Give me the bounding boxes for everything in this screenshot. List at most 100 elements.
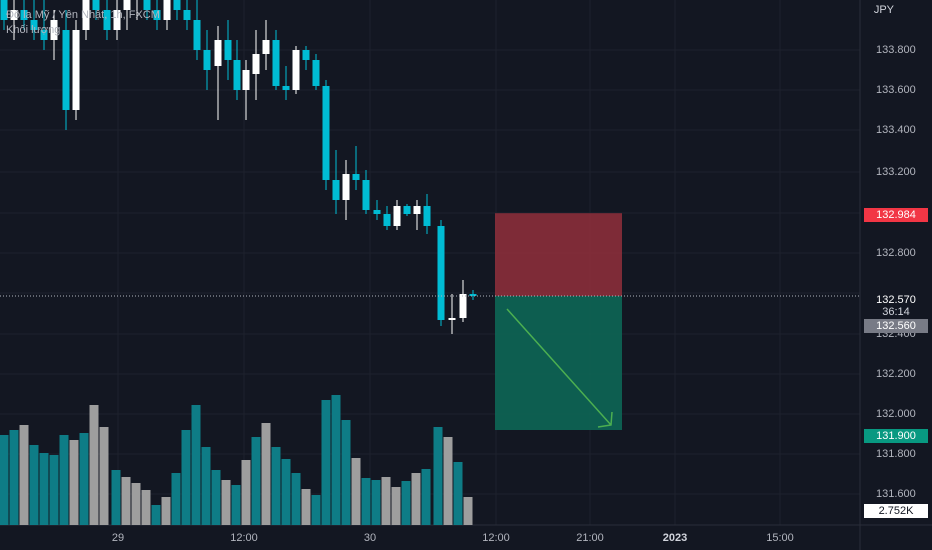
volume-bar bbox=[121, 477, 131, 525]
volume-bar bbox=[381, 477, 391, 525]
stop-loss-zone bbox=[495, 213, 622, 296]
volume-bar bbox=[453, 462, 463, 525]
volume-bar bbox=[9, 430, 19, 525]
time-axis-label: 30 bbox=[363, 532, 377, 544]
volume-bar bbox=[59, 435, 69, 525]
candle-body bbox=[173, 0, 181, 10]
currency-label: JPY bbox=[873, 4, 894, 16]
volume-bar bbox=[401, 481, 411, 525]
volume-bar bbox=[181, 430, 191, 525]
candle-body bbox=[437, 226, 445, 320]
candle-body bbox=[113, 10, 121, 30]
trend-arrow bbox=[506, 308, 612, 426]
candle-body bbox=[352, 174, 360, 180]
volume-bar bbox=[161, 497, 171, 525]
volume-bar bbox=[281, 459, 291, 525]
volume-bar bbox=[463, 497, 473, 525]
price-axis-label: 133.600 bbox=[876, 84, 916, 96]
volume-bar bbox=[79, 433, 89, 525]
candle-body bbox=[224, 40, 232, 60]
candle-body bbox=[72, 30, 80, 110]
time-axis-label: 29 bbox=[111, 532, 125, 544]
volume-bar bbox=[231, 485, 241, 525]
volume-bar bbox=[141, 490, 151, 525]
symbol-title[interactable]: Đô la Mỹ / Yên Nhật, 1h, FXCM bbox=[6, 9, 160, 21]
price-axis-label: 132.800 bbox=[876, 247, 916, 259]
candle-body bbox=[332, 180, 340, 200]
volume-bar bbox=[433, 427, 443, 525]
volume-bar bbox=[251, 437, 261, 525]
candle-body bbox=[423, 206, 431, 226]
candle-body bbox=[292, 50, 300, 90]
volume-bar bbox=[361, 478, 371, 525]
candle-body bbox=[203, 50, 211, 70]
target-price-tag: 131.900 bbox=[864, 429, 928, 443]
volume-bar bbox=[99, 427, 109, 525]
volume-bar bbox=[191, 405, 201, 525]
volume-bar bbox=[171, 473, 181, 525]
volume-bar bbox=[311, 495, 321, 525]
volume-bar bbox=[19, 425, 29, 525]
candle-body bbox=[322, 86, 330, 180]
candle-body bbox=[82, 0, 90, 30]
candle-body bbox=[0, 0, 8, 20]
last-price-tag: 132.570 bbox=[864, 293, 928, 307]
time-axis-label: 21:00 bbox=[576, 532, 604, 544]
volume-bar bbox=[0, 435, 9, 525]
candle-body bbox=[459, 294, 467, 318]
stop-price-tag: 132.984 bbox=[864, 208, 928, 222]
volume-indicator-label[interactable]: Khối lượng bbox=[6, 24, 61, 36]
volume-bar bbox=[211, 470, 221, 525]
candle-body bbox=[233, 60, 241, 90]
candle-body bbox=[383, 214, 391, 226]
price-axis-label: 133.400 bbox=[876, 124, 916, 136]
price-axis-label: 133.800 bbox=[876, 44, 916, 56]
candle-body bbox=[62, 30, 70, 110]
volume-bar bbox=[241, 460, 251, 525]
volume-bar bbox=[443, 437, 453, 525]
candle-body bbox=[50, 20, 58, 40]
time-axis-label: 2023 bbox=[662, 532, 688, 544]
candle-body bbox=[183, 10, 191, 20]
time-axis-label: 12:00 bbox=[482, 532, 510, 544]
volume-bar bbox=[151, 505, 161, 525]
candle-body bbox=[373, 210, 381, 214]
candle-body bbox=[282, 86, 290, 90]
candle-body bbox=[252, 54, 260, 74]
bid-price-tag: 132.560 bbox=[864, 319, 928, 333]
candle-body bbox=[153, 10, 161, 20]
volume-bar bbox=[29, 445, 39, 525]
candle-body bbox=[302, 50, 310, 60]
volume-bar bbox=[421, 469, 431, 525]
candle-body bbox=[143, 0, 151, 10]
candle-body bbox=[362, 180, 370, 210]
volume-bar bbox=[391, 487, 401, 525]
volume-bar bbox=[39, 453, 49, 525]
volume-bar bbox=[89, 405, 99, 525]
chart-legend: Đô la Mỹ / Yên Nhật, 1h, FXCM Khối lượng bbox=[6, 8, 160, 38]
candle-body bbox=[40, 30, 48, 40]
volume-bar bbox=[131, 483, 141, 525]
price-axis-label: 132.200 bbox=[876, 368, 916, 380]
volume-bar bbox=[201, 447, 211, 525]
countdown-tag: 36:14 bbox=[864, 305, 928, 319]
price-axis-label: 131.800 bbox=[876, 448, 916, 460]
candle-body bbox=[163, 0, 171, 20]
volume-bar bbox=[111, 470, 121, 525]
candle-body bbox=[272, 40, 280, 86]
volume-bar bbox=[291, 473, 301, 525]
volume-bar bbox=[321, 400, 331, 525]
volume-value-tag: 2.752K bbox=[864, 504, 928, 518]
volume-bar bbox=[411, 473, 421, 525]
candle-body bbox=[103, 10, 111, 30]
candle-body bbox=[393, 206, 401, 226]
volume-bar bbox=[301, 489, 311, 525]
candle-body bbox=[214, 40, 222, 66]
volume-bar bbox=[69, 440, 79, 525]
candle-body bbox=[10, 10, 18, 20]
volume-bar bbox=[221, 480, 231, 525]
candle-body bbox=[92, 0, 100, 10]
candle-body bbox=[448, 318, 456, 320]
price-axis-label: 132.000 bbox=[876, 408, 916, 420]
